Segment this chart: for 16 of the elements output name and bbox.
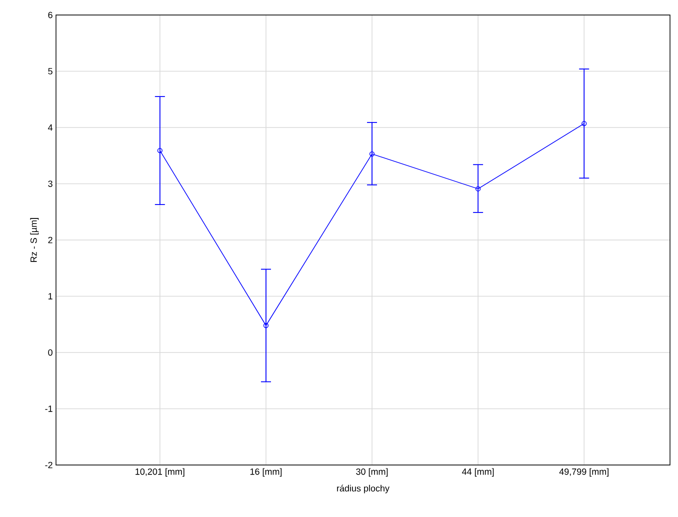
y-tick-label: -1 [45, 406, 52, 412]
y-axis-title: Rz - S [µm] [30, 218, 39, 262]
y-tick-label: 4 [48, 124, 53, 131]
y-tick-label: -2 [45, 462, 52, 468]
y-tick-label: 2 [48, 236, 52, 244]
y-tick-label: 0 [48, 349, 52, 356]
x-axis-title: rádius plochy [337, 484, 390, 494]
y-tick-label: 5 [48, 68, 52, 74]
y-tick-label: 6 [48, 12, 52, 18]
x-tick-label: 30 [mm] [356, 468, 388, 477]
x-tick-label: 10,201 [mm] [136, 468, 184, 477]
y-tick-label: 1 [48, 293, 52, 300]
x-tick-label: 16 [mm] [250, 468, 282, 477]
x-tick-label: 49,799 [mm] [559, 468, 608, 477]
y-tick-label: 3 [48, 180, 52, 187]
x-tick-label: 44 [mm] [462, 468, 494, 477]
